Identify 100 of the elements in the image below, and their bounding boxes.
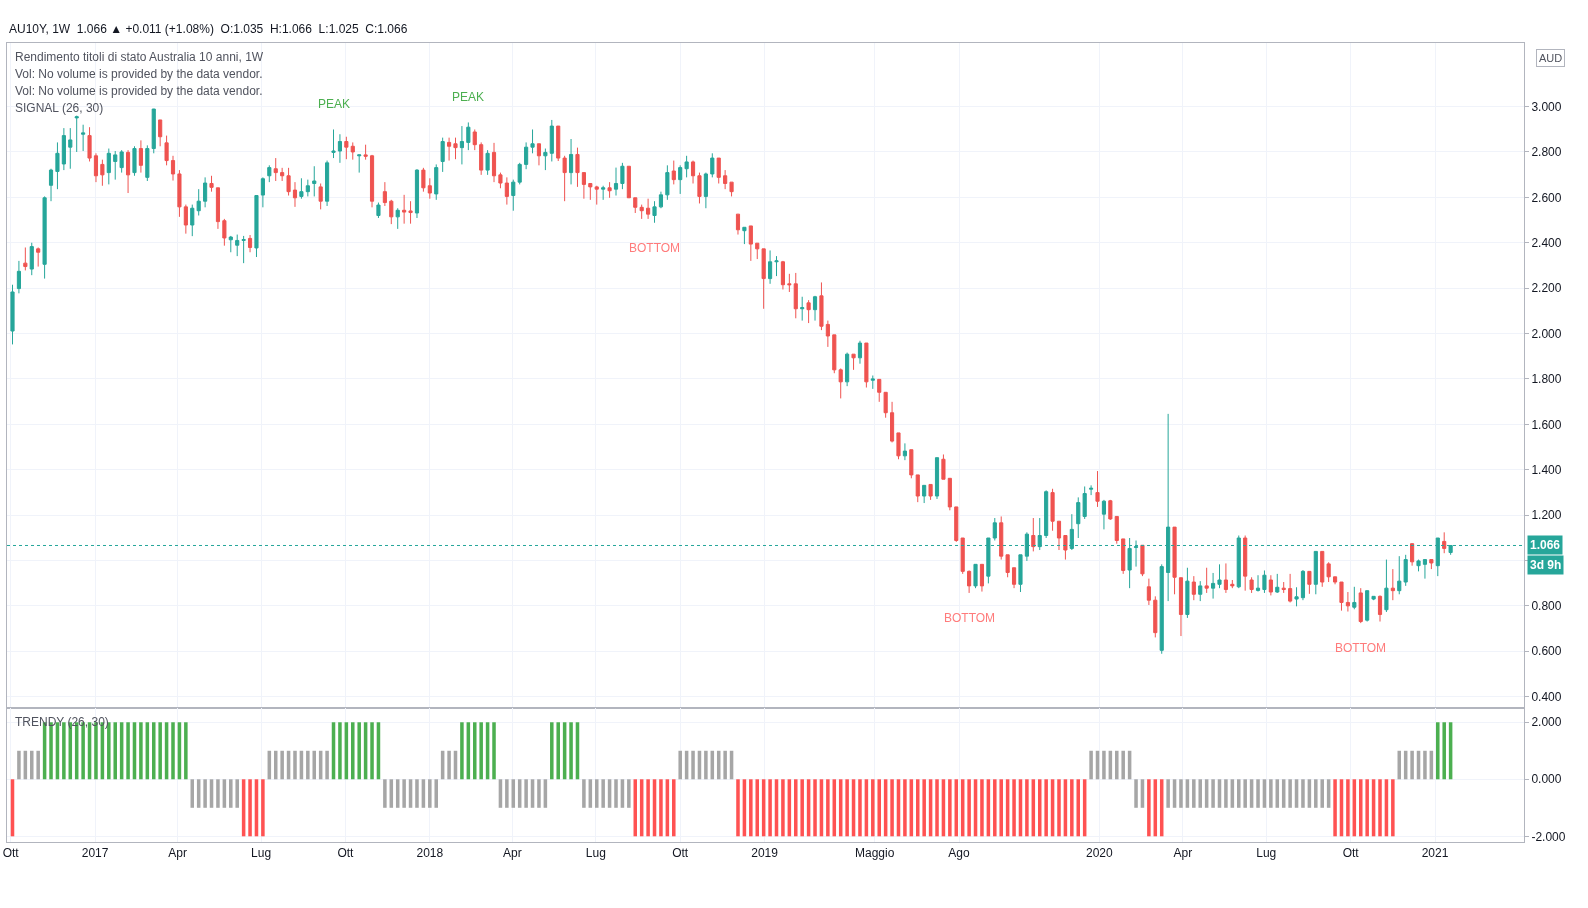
candlestick	[1018, 554, 1023, 593]
candlestick	[633, 197, 638, 214]
candlestick	[119, 149, 124, 174]
candlestick	[241, 235, 246, 264]
bar	[1134, 779, 1138, 808]
bar	[1236, 779, 1241, 808]
bar	[1179, 779, 1183, 808]
x-tick-label: Lug	[251, 846, 272, 861]
bar	[672, 779, 676, 837]
candlestick	[215, 187, 221, 230]
candlestick	[678, 164, 683, 195]
candlestick	[170, 155, 176, 182]
candlestick	[1281, 581, 1286, 594]
candlestick	[1204, 567, 1209, 594]
bar	[569, 722, 573, 780]
candlestick	[414, 168, 420, 219]
candlestick	[190, 204, 195, 237]
text: AU10Y, 1W 1.066 ▲ +0.011 (+1.08%) O:1.035 H:1.066 L:1.025 C:1.066	[9, 22, 408, 36]
bar	[935, 779, 939, 837]
candlestick	[1307, 570, 1312, 595]
candlestick	[883, 391, 888, 419]
candlestick	[1262, 569, 1267, 594]
candlestick	[408, 200, 413, 225]
bar	[704, 750, 708, 780]
x-tick-label: Ott	[2, 846, 20, 861]
y-tick-label: 0.000	[1531, 772, 1562, 787]
bar	[415, 779, 419, 808]
candlestick	[1101, 499, 1107, 530]
candlestick	[402, 194, 407, 225]
candlestick	[459, 125, 464, 165]
candlestick	[1288, 573, 1293, 603]
candlestick	[1255, 574, 1261, 591]
bar	[261, 779, 265, 837]
candlestick	[344, 136, 349, 160]
bar	[1320, 779, 1324, 808]
bar	[402, 779, 406, 808]
bar	[999, 779, 1003, 837]
bar	[1037, 779, 1042, 837]
bar	[1269, 779, 1273, 808]
bar	[229, 779, 233, 808]
candlestick	[1140, 544, 1145, 577]
candlestick	[376, 202, 381, 219]
x-tick-label: 2019	[751, 846, 779, 861]
candlestick	[177, 169, 182, 218]
candlestick	[260, 176, 265, 208]
candlestick	[543, 148, 548, 171]
x-tick-label: Lug	[1256, 846, 1277, 861]
candlestick	[568, 138, 574, 185]
candlestick	[684, 155, 689, 178]
bar	[1333, 779, 1337, 837]
candlestick	[748, 225, 753, 262]
candlestick	[588, 182, 593, 201]
candlestick	[1416, 559, 1421, 572]
candlestick	[1410, 543, 1415, 567]
bar	[691, 750, 695, 780]
bar	[248, 779, 252, 837]
x-tick-label: Lug	[585, 846, 606, 861]
candlestick	[382, 181, 387, 207]
candlestick	[845, 352, 850, 387]
candlestick	[1178, 577, 1184, 637]
candlestick	[613, 167, 619, 197]
candlestick	[536, 143, 542, 166]
candlestick	[1082, 485, 1087, 520]
annotation: PEAK	[318, 97, 351, 111]
bar	[171, 722, 175, 780]
y-tick-label: 0.800	[1531, 599, 1562, 614]
bar	[293, 750, 297, 780]
bar	[993, 779, 997, 837]
candlestick	[325, 160, 330, 207]
x-tick-label: 2020	[1086, 846, 1114, 861]
y-tick-label: 2.800	[1531, 145, 1562, 160]
candlestick	[607, 181, 612, 199]
y-tick-label: 2.400	[1531, 235, 1562, 250]
x-tick-label: Apr	[1173, 846, 1193, 861]
annotation: SIGNAL (26, 30)	[15, 101, 104, 115]
bar	[126, 722, 130, 780]
annotation: PEAK	[452, 90, 485, 104]
bar	[113, 722, 117, 780]
bar	[505, 779, 509, 808]
bar	[351, 722, 355, 780]
candlestick	[774, 255, 779, 277]
candlestick	[1185, 567, 1190, 619]
x-tick-label: Ott	[337, 846, 355, 861]
candlestick	[491, 142, 497, 183]
candlestick	[1313, 550, 1318, 595]
bar	[428, 779, 432, 808]
bar	[492, 722, 496, 780]
bar	[1301, 779, 1305, 808]
bar	[646, 779, 650, 837]
candlestick	[1397, 555, 1402, 595]
candlestick	[1320, 550, 1325, 588]
candlestick	[1217, 563, 1222, 589]
candlestick	[312, 165, 317, 197]
bar	[903, 779, 907, 837]
bar	[17, 750, 21, 780]
bar	[158, 722, 162, 780]
text: AUD	[1539, 52, 1563, 64]
candlestick	[16, 260, 21, 294]
candlestick	[203, 176, 208, 208]
candlestick	[671, 160, 676, 185]
